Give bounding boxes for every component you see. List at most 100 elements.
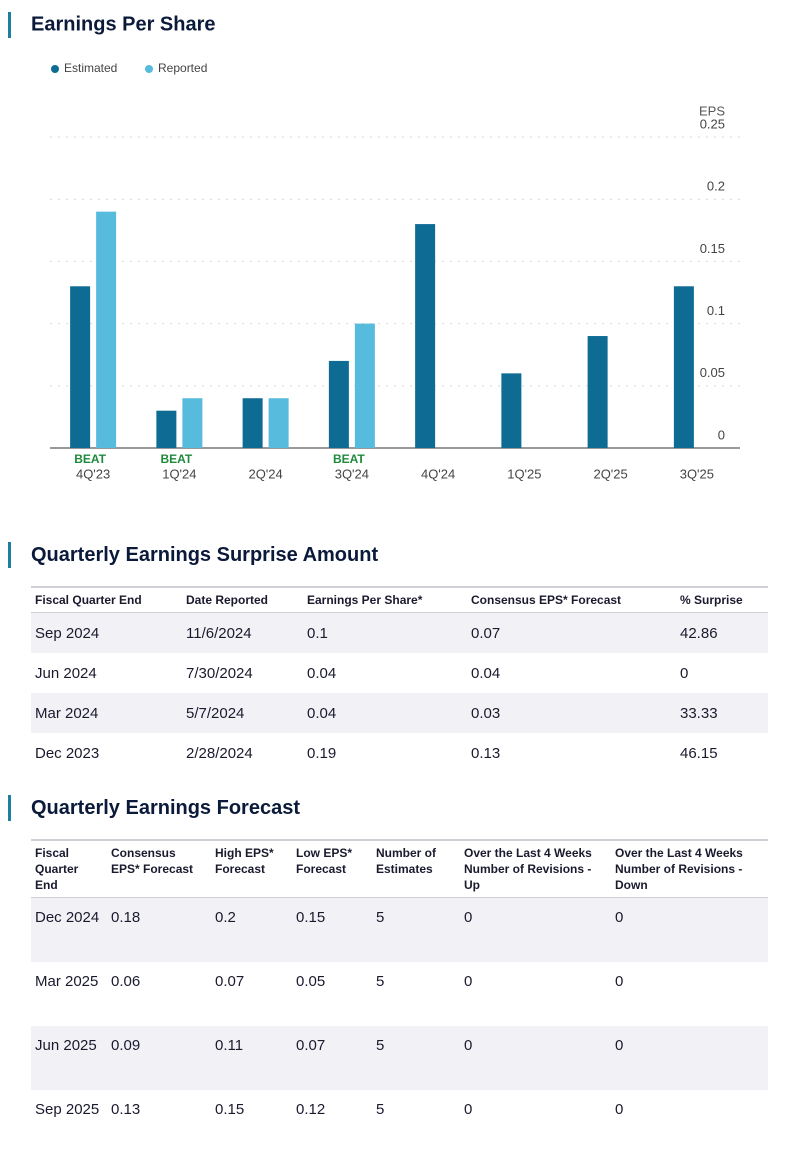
table-cell: 0.13	[111, 1100, 141, 1118]
table-cell: 0.04	[303, 693, 467, 733]
table-row: Sep 2024 11/6/2024 0.1 0.07 42.86	[31, 612, 768, 653]
table-cell: 0.03	[467, 693, 676, 733]
chart: Earnings Per Share EPS Estimated Reported…	[8, 12, 740, 481]
bar	[587, 336, 608, 448]
bar	[96, 211, 117, 448]
legend-label: Reported	[158, 61, 207, 75]
table-cell: 11/6/2024	[182, 612, 303, 653]
surprise-table: Fiscal Quarter End Date Reported Earnings …	[31, 586, 768, 773]
table-cell: Dec 2024	[31, 897, 107, 962]
column-header: % Surprise	[676, 587, 768, 613]
table-cell: 0	[611, 897, 768, 962]
x-tick-label: 4Q'24	[421, 466, 455, 481]
table-cell: 0.19	[307, 744, 337, 762]
x-tick-label: 3Q'24	[335, 466, 369, 481]
table-cell: 5/7/2024	[182, 693, 303, 733]
table-row: Dec 2023 2/28/2024 0.19 0.13 46.15	[31, 733, 768, 773]
column-header: Earnings Per Share*	[303, 587, 467, 613]
table-cell: 5	[372, 897, 460, 962]
column-header: High EPS* Forecast	[211, 840, 292, 898]
table-cell: Mar 2024	[31, 693, 182, 733]
table-cell: 7/30/2024	[186, 664, 253, 682]
table-cell: 0	[464, 1100, 473, 1118]
x-tick-label: 1Q'25	[507, 466, 541, 481]
x-tick-label: 2Q'25	[593, 466, 627, 481]
beat-label: BEAT	[333, 452, 365, 466]
table-cell: 0.12	[296, 1100, 326, 1118]
table-cell: 33.33	[676, 693, 768, 733]
table-cell: Dec 2023	[35, 744, 100, 762]
table-cell: 0.04	[471, 664, 501, 682]
table-row: Jun 2024 7/30/2024 0.04 0.04 0	[31, 653, 768, 693]
bar	[70, 286, 91, 448]
table-row: Mar 2024 5/7/2024 0.04 0.03 33.33	[31, 693, 768, 733]
table-cell: 0.11	[211, 1025, 292, 1090]
y-tick-label: 0.25	[700, 116, 725, 131]
column-header: Date Reported	[182, 587, 303, 613]
header-row: Fiscal Quarter End Consensus EPS* Forecas…	[31, 840, 768, 898]
column-header: Fiscal Quarter End	[31, 587, 182, 613]
x-tick-label: 4Q'23	[76, 466, 110, 481]
y-axis-label: EPS	[699, 103, 725, 118]
y-tick-label: 0.05	[700, 365, 725, 380]
table-cell: 0	[460, 897, 611, 962]
beat-label: BEAT	[160, 452, 192, 466]
legend-swatch	[145, 65, 153, 73]
table-cell: 5	[372, 1025, 460, 1090]
table-cell: 0.15	[215, 1100, 245, 1118]
table-row: Mar 2025 0.06 0.07 0.05 5 0 0	[31, 962, 768, 1026]
table-row: Sep 2025 0.13 0.15 0.12 5 0 0	[31, 1090, 768, 1154]
bar	[501, 373, 522, 448]
table-cell: 0.2	[211, 897, 292, 962]
x-tick-label: 1Q'24	[162, 466, 196, 481]
y-tick-label: 0.1	[707, 303, 725, 318]
bar	[182, 398, 203, 448]
table-cell: Sep 2024	[31, 612, 182, 653]
table-cell: 0.05	[296, 972, 326, 990]
column-header: Consensus EPS* Forecast	[467, 587, 676, 613]
table-cell: Mar 2025	[35, 972, 99, 990]
table-cell: 42.86	[676, 612, 768, 653]
table-cell: 46.15	[680, 744, 718, 762]
chart-title: Earnings Per Share	[31, 13, 216, 35]
y-tick-label: 0	[718, 427, 725, 442]
section-title: Quarterly Earnings Surprise Amount	[8, 542, 378, 568]
bar	[354, 323, 375, 448]
table-cell: 0.07	[215, 972, 245, 990]
table-cell: 0	[464, 972, 473, 990]
table-cell: 0	[615, 1100, 624, 1118]
table-cell: Jun 2025	[31, 1025, 107, 1090]
legend-label: Estimated	[64, 61, 117, 75]
y-tick-label: 0.2	[707, 179, 725, 194]
column-header: Consensus EPS* Forecast	[107, 840, 211, 898]
x-tick-label: 3Q'25	[680, 466, 714, 481]
legend-swatch	[51, 65, 59, 73]
table-cell: 5	[376, 972, 385, 990]
table-cell: 0	[611, 1025, 768, 1090]
table-cell: Sep 2025	[35, 1100, 100, 1118]
table-cell: 0.06	[111, 972, 141, 990]
table-cell: 0.1	[303, 612, 467, 653]
table-cell: 0.04	[307, 664, 337, 682]
table-cell: 0.07	[467, 612, 676, 653]
table-row: Jun 2025 0.09 0.11 0.07 5 0 0	[31, 1025, 768, 1090]
beat-label: BEAT	[74, 452, 106, 466]
bar	[328, 360, 349, 448]
header-row: Fiscal Quarter End Date Reported Earnings …	[31, 587, 768, 613]
table-cell: 0	[615, 972, 624, 990]
table-cell: 2/28/2024	[186, 744, 253, 762]
x-tick-label: 2Q'24	[248, 466, 282, 481]
table-cell: 5	[376, 1100, 385, 1118]
column-header: Fiscal Quarter End	[31, 840, 107, 898]
section-title: Quarterly Earnings Forecast	[8, 795, 300, 821]
column-header: Number of Estimates	[372, 840, 460, 898]
table-cell: 0.15	[292, 897, 372, 962]
forecast-table: Fiscal Quarter End Consensus EPS* Forecas…	[31, 839, 768, 1154]
table-cell: 0	[680, 664, 689, 682]
table-cell: 0.18	[107, 897, 211, 962]
column-header: Over the Last 4 Weeks Number of Revision…	[611, 840, 768, 898]
column-header: Low EPS* Forecast	[292, 840, 372, 898]
bar	[242, 398, 263, 448]
y-tick-label: 0.15	[700, 241, 725, 256]
